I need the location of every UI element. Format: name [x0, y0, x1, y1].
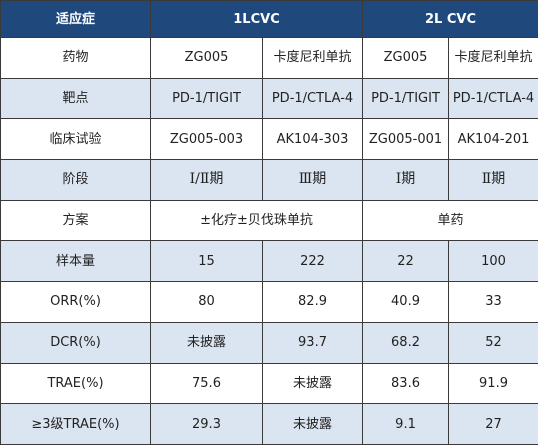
- header-indication: 适应症: [1, 1, 151, 38]
- table-row-grade3-trae: ≥3级TRAE(%) 29.3 未披露 9.1 27: [1, 404, 538, 445]
- row-label: ORR(%): [1, 282, 151, 323]
- table-cell: 未披露: [151, 322, 263, 363]
- row-label: 阶段: [1, 160, 151, 201]
- table-cell: 52: [449, 322, 538, 363]
- table-cell: 未披露: [263, 363, 363, 404]
- table-cell: 27: [449, 404, 538, 445]
- table-cell: Ⅲ期: [263, 160, 363, 201]
- row-label: ≥3级TRAE(%): [1, 404, 151, 445]
- table-row-trae: TRAE(%) 75.6 未披露 83.6 91.9: [1, 363, 538, 404]
- table-cell: Ⅱ期: [449, 160, 538, 201]
- table-cell: 82.9: [263, 282, 363, 323]
- table-cell-merged: ±化疗±贝伐珠单抗: [151, 200, 363, 241]
- table-cell: AK104-303: [263, 119, 363, 160]
- table-cell: Ⅰ期: [363, 160, 449, 201]
- table-cell: PD-1/CTLA-4: [263, 78, 363, 119]
- header-row: 适应症 1LCVC 2L CVC: [1, 1, 538, 38]
- table-row-sample-size: 样本量 15 222 22 100: [1, 241, 538, 282]
- table-cell: 卡度尼利单抗: [263, 38, 363, 79]
- table-row-dcr: DCR(%) 未披露 93.7 68.2 52: [1, 322, 538, 363]
- row-label: 药物: [1, 38, 151, 79]
- table-cell: 68.2: [363, 322, 449, 363]
- table-cell: 222: [263, 241, 363, 282]
- table-cell: Ⅰ/Ⅱ期: [151, 160, 263, 201]
- table-cell: ZG005: [363, 38, 449, 79]
- table-cell: ZG005-001: [363, 119, 449, 160]
- table-cell: 22: [363, 241, 449, 282]
- table-cell: 40.9: [363, 282, 449, 323]
- table-cell: 100: [449, 241, 538, 282]
- header-group-2lcvc: 2L CVC: [363, 1, 538, 38]
- table-cell: 93.7: [263, 322, 363, 363]
- table-cell: PD-1/TIGIT: [151, 78, 263, 119]
- table-cell: 未披露: [263, 404, 363, 445]
- table-cell: 29.3: [151, 404, 263, 445]
- row-label: DCR(%): [1, 322, 151, 363]
- table-cell: PD-1/CTLA-4: [449, 78, 538, 119]
- table-cell: 15: [151, 241, 263, 282]
- table-cell: 9.1: [363, 404, 449, 445]
- table-cell: ZG005: [151, 38, 263, 79]
- header-group-1lcvc: 1LCVC: [151, 1, 363, 38]
- table-row-drug: 药物 ZG005 卡度尼利单抗 ZG005 卡度尼利单抗: [1, 38, 538, 79]
- table-cell: 75.6: [151, 363, 263, 404]
- table-cell: 卡度尼利单抗: [449, 38, 538, 79]
- table-cell: 80: [151, 282, 263, 323]
- table-row-orr: ORR(%) 80 82.9 40.9 33: [1, 282, 538, 323]
- table-cell: 91.9: [449, 363, 538, 404]
- row-label: 方案: [1, 200, 151, 241]
- table-cell: ZG005-003: [151, 119, 263, 160]
- table-row-trial: 临床试验 ZG005-003 AK104-303 ZG005-001 AK104…: [1, 119, 538, 160]
- table-row-regimen: 方案 ±化疗±贝伐珠单抗 单药: [1, 200, 538, 241]
- table-row-target: 靶点 PD-1/TIGIT PD-1/CTLA-4 PD-1/TIGIT PD-…: [1, 78, 538, 119]
- table-cell: 83.6: [363, 363, 449, 404]
- table-cell-merged: 单药: [363, 200, 538, 241]
- table-row-phase: 阶段 Ⅰ/Ⅱ期 Ⅲ期 Ⅰ期 Ⅱ期: [1, 160, 538, 201]
- row-label: 靶点: [1, 78, 151, 119]
- row-label: 样本量: [1, 241, 151, 282]
- table-cell: PD-1/TIGIT: [363, 78, 449, 119]
- table-cell: 33: [449, 282, 538, 323]
- table-cell: AK104-201: [449, 119, 538, 160]
- row-label: TRAE(%): [1, 363, 151, 404]
- row-label: 临床试验: [1, 119, 151, 160]
